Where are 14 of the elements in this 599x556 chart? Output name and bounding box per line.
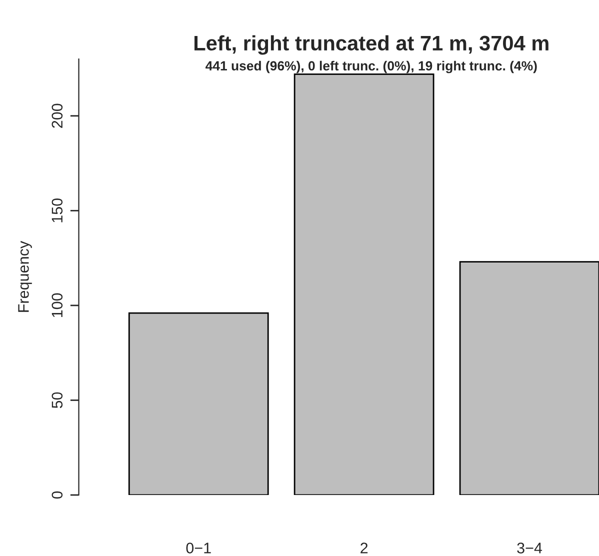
bar (294, 73, 434, 495)
y-tick-label: 0 (52, 491, 63, 499)
y-axis-title: Frequency (18, 240, 32, 312)
bar (128, 312, 269, 495)
x-tick-label: 0−1 (186, 542, 211, 554)
chart-subtitle: 441 used (96%), 0 left trunc. (0%), 19 right trunc. (4%) (206, 60, 537, 74)
y-tick-label: 200 (52, 104, 63, 128)
x-tick-label: 3−4 (517, 542, 542, 554)
x-tick-label: 2 (360, 542, 368, 554)
y-tick-label: 100 (52, 293, 63, 318)
y-tick-label: 150 (52, 198, 63, 222)
chart-title: Left, right truncated at 71 m, 3704 m (194, 35, 548, 55)
y-tick-label: 50 (52, 392, 63, 408)
bar (459, 261, 599, 495)
